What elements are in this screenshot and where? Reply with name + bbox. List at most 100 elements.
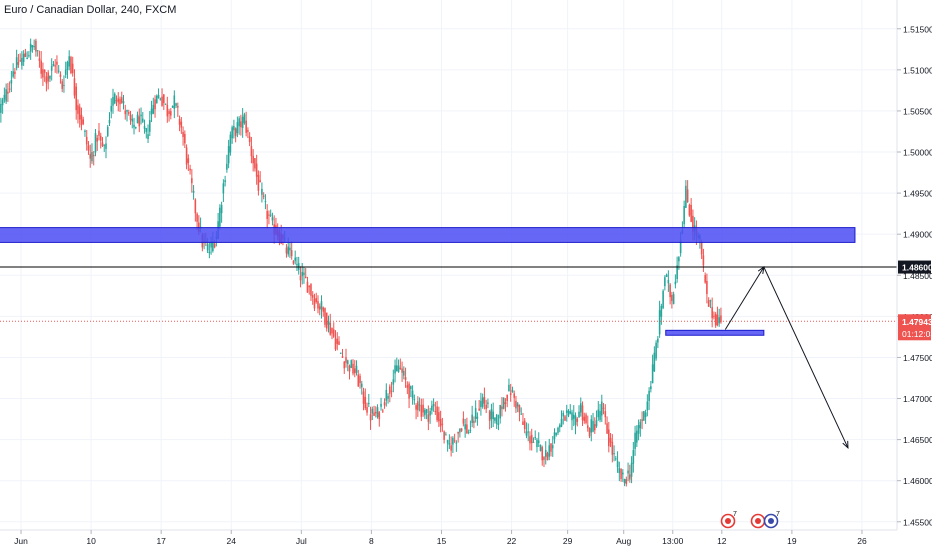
projection-layer[interactable] — [724, 265, 849, 449]
time-axis[interactable] — [0, 530, 897, 550]
candle-body — [597, 409, 600, 418]
event-flag-icon-2[interactable] — [750, 513, 766, 529]
candle-body — [131, 118, 134, 122]
candle-body — [376, 407, 379, 418]
candle-body — [66, 62, 69, 71]
candle-body — [660, 305, 663, 317]
candle-body — [325, 312, 328, 329]
candle-body — [639, 421, 642, 429]
x-tick-label: 19 — [787, 536, 797, 546]
y-tick-label: 1.46000 — [903, 476, 932, 486]
event-flag-icon-dot — [725, 518, 731, 524]
candle-body — [163, 94, 165, 104]
zone-layer[interactable] — [0, 227, 856, 336]
x-tick-label: 29 — [563, 536, 573, 546]
candle-body — [332, 329, 335, 337]
candle-body — [523, 420, 526, 430]
current-price-tag: 1.47943 01:12:03 — [898, 314, 932, 341]
candle-body — [360, 383, 363, 388]
event-flag-icon-3-dot — [768, 518, 774, 524]
candle-body — [63, 84, 65, 86]
support-zone[interactable] — [665, 329, 765, 336]
candle-body — [336, 338, 339, 344]
candle-body — [611, 441, 614, 455]
y-tick-label: 1.47000 — [903, 394, 932, 404]
candle-body — [255, 163, 258, 177]
candle-body — [106, 126, 109, 136]
candle-body — [17, 62, 20, 65]
candle-body — [343, 361, 346, 369]
y-tick-label: 1.48500 — [903, 271, 932, 281]
candle-body — [224, 180, 226, 183]
candle-body — [24, 53, 27, 57]
candle-body — [648, 390, 650, 402]
candle-body — [311, 295, 314, 298]
candle-body — [12, 71, 14, 77]
candle-body — [417, 401, 419, 411]
candle-body — [501, 406, 503, 410]
candle-body — [380, 403, 382, 407]
price-axis[interactable] — [897, 0, 932, 550]
candle-body — [678, 257, 680, 262]
candle-body — [492, 411, 494, 420]
candle-body — [353, 368, 356, 374]
candle-body — [50, 66, 53, 71]
candle-body — [494, 417, 496, 421]
candle-body — [318, 306, 321, 310]
candle-body — [187, 158, 190, 163]
candle-body — [567, 410, 570, 416]
y-tick-label: 1.46500 — [903, 435, 932, 445]
line-layer[interactable] — [0, 266, 897, 322]
candle-body — [382, 410, 384, 412]
candle-body — [474, 408, 477, 419]
candle-body — [310, 284, 312, 296]
candle-body — [150, 108, 153, 115]
candle-body — [439, 418, 442, 427]
candle-body — [543, 456, 545, 460]
candle-body — [593, 424, 596, 431]
candle-body — [646, 401, 649, 411]
level-price-tag-text: 1.48600 — [902, 263, 932, 273]
candle-body — [390, 390, 393, 392]
candle-body — [92, 155, 95, 157]
candle-body — [431, 405, 433, 411]
candle-body — [341, 356, 344, 358]
candle-body — [42, 69, 44, 78]
candle-body — [241, 116, 244, 128]
candle-body — [96, 137, 99, 142]
x-tick-label: 24 — [227, 536, 237, 546]
current-price-text: 1.47943 — [902, 317, 932, 327]
candle-body — [387, 396, 389, 399]
candle-body — [94, 133, 97, 153]
candle-body — [175, 103, 177, 106]
candle-body — [622, 472, 624, 475]
candle-body — [346, 360, 349, 365]
candle-body — [515, 400, 517, 409]
candle-body — [306, 281, 309, 293]
candle-body — [161, 96, 163, 106]
candle-body — [10, 79, 13, 84]
candle-body — [502, 397, 505, 409]
candle-body — [236, 122, 239, 134]
candle-body — [168, 111, 170, 114]
current-price-tag-bg — [898, 314, 931, 341]
candle-body — [290, 250, 293, 257]
event-flag-icon[interactable]: 7 — [720, 511, 738, 529]
resistance-zone[interactable] — [0, 227, 856, 243]
candle-body — [643, 411, 645, 421]
event-flag-icon-3[interactable]: 7 — [763, 511, 781, 529]
candle-body — [364, 396, 367, 409]
candle-body — [495, 414, 498, 424]
candle-body — [208, 251, 211, 254]
candle-body — [159, 98, 162, 100]
candle-body — [268, 214, 270, 216]
candle-body — [404, 377, 407, 380]
candle-body — [297, 263, 300, 270]
candle-body — [506, 394, 508, 402]
candle-body — [338, 341, 340, 345]
candle-body — [637, 425, 640, 434]
